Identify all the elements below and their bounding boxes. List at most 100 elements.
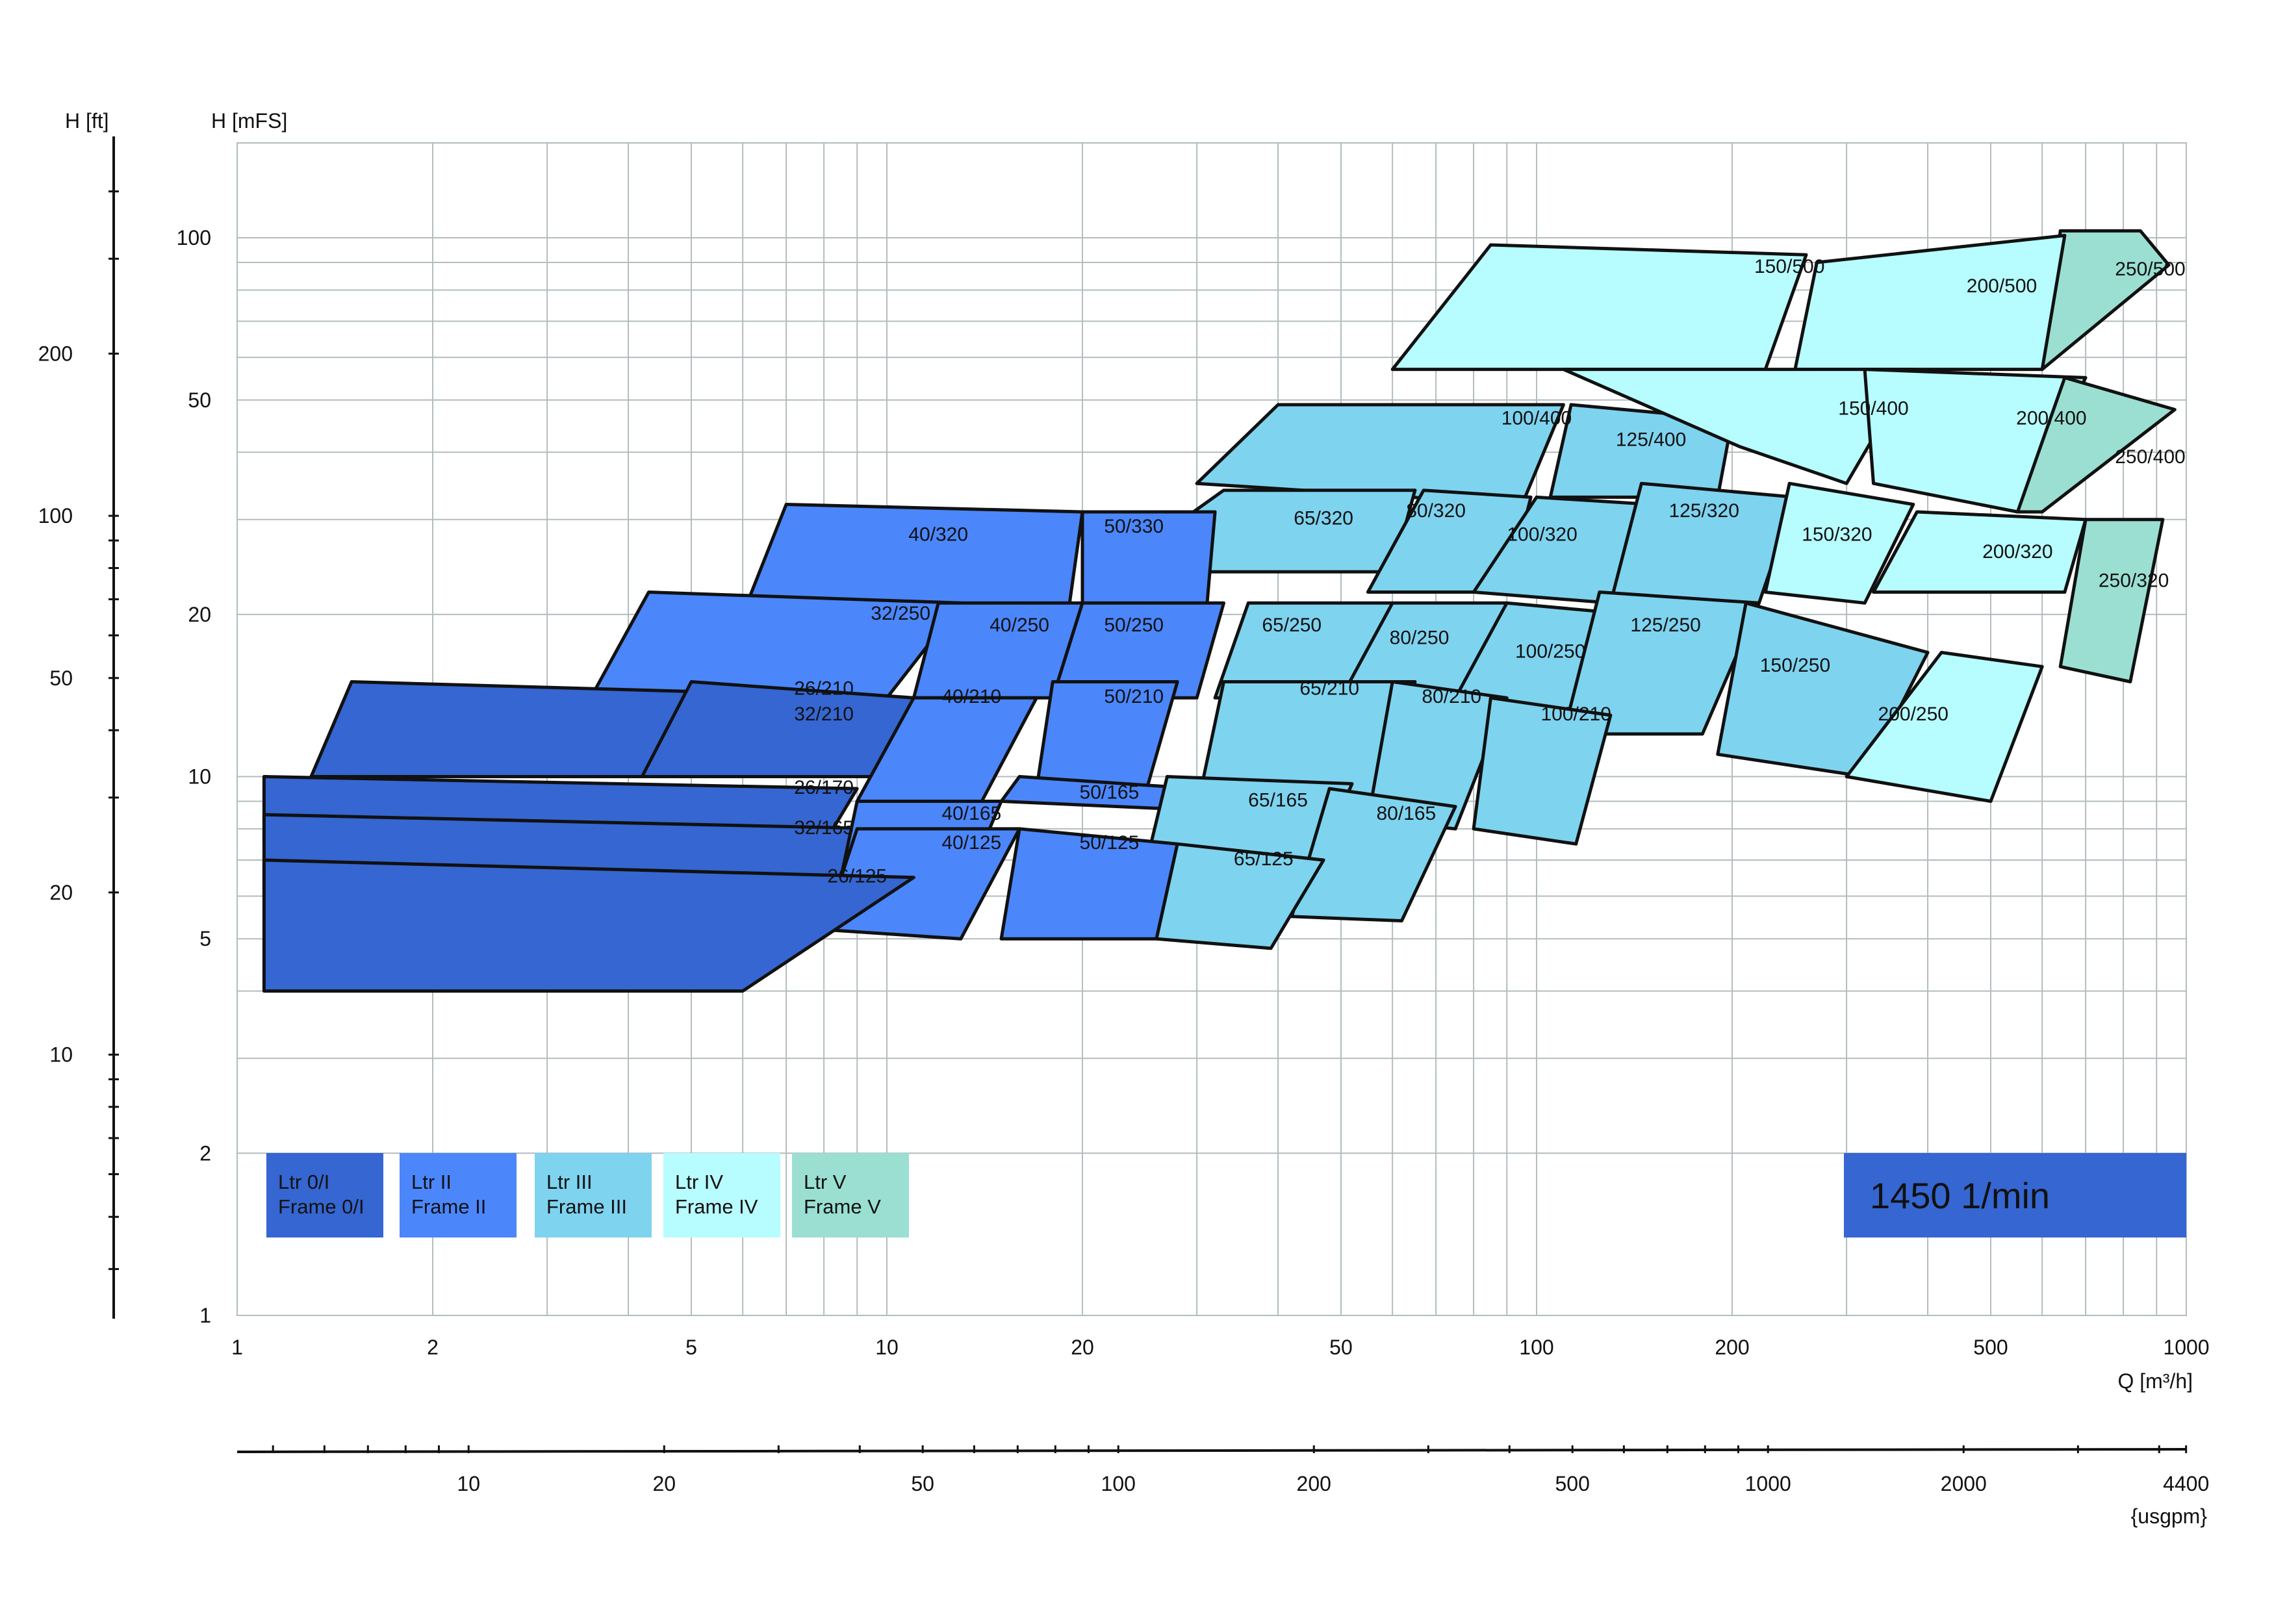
pump-region-250-400 [2015, 375, 2177, 514]
legend-swatch [535, 1153, 652, 1237]
pump-region-label: 50/125 [1080, 832, 1140, 854]
x-tick-label: 2 [427, 1336, 439, 1359]
pump-region-label: 40/210 [941, 686, 1001, 707]
legend-line1: Ltr II [411, 1171, 452, 1193]
pump-region-label: 150/500 [1754, 256, 1824, 277]
pump-region-50-250 [1051, 601, 1225, 700]
pump-region-label: 100/400 [1501, 408, 1572, 429]
ft-tick-label: 100 [38, 504, 73, 527]
pump-region-label: 50/330 [1104, 516, 1164, 537]
pump-region-label: 40/250 [990, 615, 1049, 636]
pump-region-125-250 [1561, 590, 1761, 736]
pump-region-label: 26/125 [827, 866, 887, 887]
pump-region-label: 50/250 [1104, 615, 1164, 636]
speed-badge: 1450 1/min [1844, 1153, 2186, 1237]
pump-region-label: 125/250 [1630, 615, 1700, 636]
speed-badge-box [1844, 1153, 2186, 1237]
x-tick-label: 100 [1519, 1336, 1553, 1359]
usgpm-tick-label: 2000 [1941, 1472, 1987, 1495]
pump-region-label: 250/400 [2115, 446, 2185, 468]
pump-region-label: 150/400 [1838, 398, 1908, 419]
pump-region-label: 80/210 [1422, 686, 1481, 707]
x-tick-label: 1 [231, 1336, 243, 1359]
pump-region-200-500 [1793, 234, 2067, 372]
x-tick-label: 20 [1071, 1336, 1094, 1359]
pump-region-26-125 [262, 858, 915, 993]
pump-region-label: 80/320 [1406, 500, 1466, 522]
y-tick-label: 50 [188, 388, 211, 412]
y-tick-label: 5 [199, 927, 211, 950]
pump-region-80-210 [1366, 680, 1509, 831]
legend-line1: Ltr IV [675, 1171, 723, 1193]
legend-line1: Ltr III [546, 1171, 593, 1193]
pump-region-label: 200/320 [1982, 541, 2052, 563]
pump-region-labels: 250/500 150/500 200/500 100/400 125/400 150/4… [794, 256, 2186, 887]
ft-tick-label: 50 [49, 666, 73, 690]
pump-region-label: 26/210 [794, 678, 854, 700]
x-tick-label: 200 [1715, 1336, 1749, 1359]
pump-region-label: 100/320 [1507, 524, 1577, 546]
pump-region-label: 40/165 [941, 803, 1001, 824]
pump-region-200-250 [1845, 650, 2044, 803]
speed-label: 1450 1/min [1870, 1175, 2050, 1216]
pump-region-label: 65/165 [1248, 789, 1308, 811]
usgpm-tick-label: 50 [911, 1472, 934, 1495]
pump-region-label: 65/210 [1299, 678, 1359, 700]
ft-tick-label: 10 [49, 1043, 73, 1067]
pump-region-label: 26/170 [794, 777, 854, 798]
legend-line2: Frame II [411, 1195, 486, 1218]
legend-swatch [792, 1153, 909, 1237]
usgpm-axis-title: {usgpm} [2131, 1504, 2208, 1528]
pump-region-label: 50/165 [1080, 782, 1140, 804]
legend-line2: Frame III [546, 1195, 627, 1218]
pump-region-65-125 [1155, 842, 1325, 950]
pump-region-label: 250/500 [2115, 259, 2185, 280]
plot-frame [236, 142, 2187, 1316]
pump-region-label: 250/320 [2099, 570, 2169, 591]
pump-region-label: 50/210 [1104, 686, 1164, 707]
y-tick-label: 20 [188, 603, 211, 626]
pump-region-label: 200/400 [2016, 408, 2086, 429]
usgpm-tick-label: 500 [1555, 1472, 1589, 1495]
x-tick-label: 50 [1329, 1336, 1353, 1359]
pump-region-label: 65/250 [1262, 615, 1322, 636]
pump-region-label: 32/165 [794, 817, 854, 839]
pump-region-label: 32/250 [871, 603, 930, 624]
legend-swatch [400, 1153, 517, 1237]
usgpm-tick-label: 200 [1297, 1472, 1331, 1495]
pump-region-label: 125/320 [1668, 500, 1739, 522]
usgpm-tick-label: 4400 [2163, 1472, 2209, 1495]
pump-region-label: 40/125 [941, 832, 1001, 854]
pump-regions [262, 229, 2177, 993]
pump-region-label: 100/250 [1515, 641, 1585, 662]
y-axis-title: H [mFS] [211, 109, 287, 133]
pump-region-250-320 [2058, 518, 2165, 683]
axes: 1 2 5 10 20 50 100 200 500 1000 Q [m³/h] 1 2 5 10 20 50 1… [38, 109, 2210, 1528]
pump-region-label: 32/210 [794, 704, 854, 725]
ft-tick-label: 20 [49, 881, 73, 904]
y-tick-label: 10 [188, 765, 211, 789]
pump-region-label: 150/320 [1802, 524, 1872, 546]
legend-line1: Ltr V [804, 1171, 847, 1193]
x-tick-label: 1000 [2163, 1336, 2209, 1359]
pump-region-label: 150/250 [1760, 655, 1830, 676]
ft-tick-label: 200 [38, 342, 73, 365]
y-tick-label: 2 [199, 1141, 211, 1165]
pump-region-label: 40/320 [908, 524, 968, 546]
legend-line2: Frame IV [675, 1195, 758, 1218]
ft-axis-title: H [ft] [65, 109, 109, 133]
x-axis-title: Q [m³/h] [2117, 1369, 2193, 1393]
legend-line2: Frame 0/I [278, 1195, 364, 1218]
legend-line2: Frame V [804, 1195, 881, 1218]
pump-region-label: 200/500 [1967, 275, 2037, 297]
pump-region-label: 80/165 [1376, 803, 1436, 824]
x-tick-label: 5 [685, 1336, 697, 1359]
usgpm-tick-label: 1000 [1745, 1472, 1791, 1495]
pump-region-150-400 [1561, 368, 1915, 485]
usgpm-tick-label: 100 [1101, 1472, 1136, 1495]
